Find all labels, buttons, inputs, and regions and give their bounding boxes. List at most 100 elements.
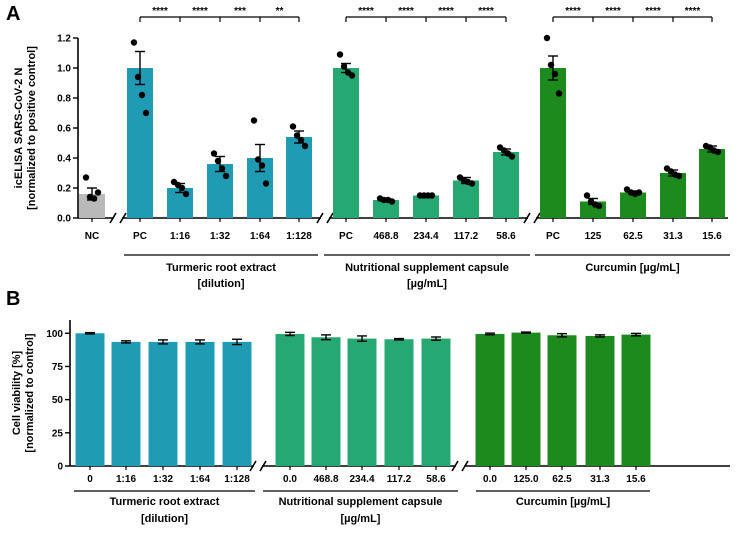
data-point [182, 190, 190, 198]
x-tick-label: 15.6 [626, 474, 646, 485]
group-label-unit: [µg/mL] [407, 278, 447, 290]
significance-label: **** [565, 6, 581, 17]
y-axis-label: Cell viability [%] [11, 350, 23, 435]
bar [660, 173, 686, 218]
x-tick-label: 234.4 [349, 474, 374, 485]
bar [547, 335, 577, 466]
data-point [214, 157, 222, 165]
bar [585, 335, 615, 466]
bar [413, 195, 439, 218]
data-point [134, 73, 142, 81]
significance-label: **** [192, 6, 208, 17]
y-axis-label-line2: [normalized to control] [24, 333, 36, 453]
significance-label: **** [478, 6, 494, 17]
data-point [301, 142, 309, 150]
axis-break-mark [316, 212, 324, 224]
significance-label: **** [152, 6, 168, 17]
x-tick-label: 1:16 [116, 474, 136, 485]
group-label-unit: [dilution] [141, 513, 188, 525]
data-point [258, 162, 266, 169]
y-tick-label: 50 [52, 395, 64, 406]
data-point [90, 195, 98, 202]
y-axis-label: icELISA SARS-CoV-2 N [13, 68, 25, 189]
y-tick-label: 100 [46, 329, 63, 340]
bar [207, 164, 233, 218]
axis-break-mark [523, 212, 531, 224]
data-point [293, 132, 301, 139]
bar [148, 341, 178, 466]
data-point [547, 61, 555, 69]
x-tick-label: 468.8 [373, 231, 398, 242]
y-tick-label: 0 [57, 462, 63, 473]
bar [699, 149, 725, 218]
bar [286, 137, 312, 218]
x-tick-label: 1:128 [286, 231, 312, 242]
x-tick-label: PC [339, 231, 353, 242]
x-tick-label: 31.3 [663, 231, 683, 242]
bar [373, 200, 399, 218]
data-point [583, 192, 591, 199]
bar [75, 333, 105, 466]
y-tick-label: 0.2 [57, 184, 71, 195]
data-point [262, 180, 270, 187]
axis-break-mark [109, 212, 117, 224]
y-axis-label-line2: [normalized to positive control] [26, 46, 38, 210]
bar [384, 339, 414, 466]
significance-label: ** [276, 6, 284, 17]
y-tick-label: 1.0 [57, 64, 71, 75]
data-point [250, 117, 258, 124]
bar [621, 334, 651, 466]
data-point [543, 34, 551, 42]
data-point [297, 136, 305, 144]
x-tick-label: 1:64 [190, 474, 210, 485]
data-point [130, 39, 138, 46]
x-tick-label: 0.0 [283, 474, 297, 485]
y-tick-label: 75 [52, 362, 64, 373]
group-label-unit: [dilution] [197, 278, 244, 290]
x-tick-label: 117.2 [387, 474, 412, 485]
bar [311, 337, 341, 466]
group-label: Nutritional supplement capsule [345, 262, 509, 274]
bar [275, 333, 305, 466]
x-tick-label: 125 [585, 231, 602, 242]
group-label: Turmeric root extract [166, 262, 276, 274]
x-tick-label: 62.5 [623, 231, 643, 242]
y-tick-label: 0.4 [57, 154, 71, 165]
data-point [675, 172, 683, 180]
group-label: Curcumin [µg/mL] [516, 496, 611, 508]
significance-label: **** [685, 6, 701, 17]
data-point [635, 189, 643, 196]
panel-label-a: A [6, 3, 20, 25]
group-label: Curcumin [µg/mL] [585, 262, 680, 274]
data-point [714, 148, 722, 156]
bar [333, 68, 359, 218]
bar [421, 338, 451, 466]
data-point [595, 202, 603, 210]
data-point [428, 192, 436, 199]
x-tick-label: PC [133, 231, 147, 242]
data-point [340, 63, 348, 70]
bar [111, 341, 141, 466]
x-tick-label: 1:128 [224, 474, 250, 485]
x-tick-label: 468.8 [313, 474, 338, 485]
data-point [222, 172, 230, 180]
y-tick-label: 25 [52, 428, 64, 439]
data-point [551, 70, 559, 78]
significance-label: **** [605, 6, 621, 17]
data-point [388, 198, 396, 205]
data-point [468, 180, 476, 187]
bar [540, 68, 566, 218]
x-tick-label: 0.0 [483, 474, 497, 485]
data-point [336, 51, 344, 58]
panel-label-b: B [6, 288, 20, 310]
x-tick-label: 58.6 [496, 231, 516, 242]
bar [222, 341, 252, 466]
bar [127, 68, 153, 218]
data-point [210, 150, 218, 157]
data-point [218, 165, 226, 172]
significance-label: **** [398, 6, 414, 17]
y-tick-label: 1.2 [57, 34, 71, 45]
x-tick-label: PC [546, 231, 560, 242]
bar [475, 333, 505, 466]
